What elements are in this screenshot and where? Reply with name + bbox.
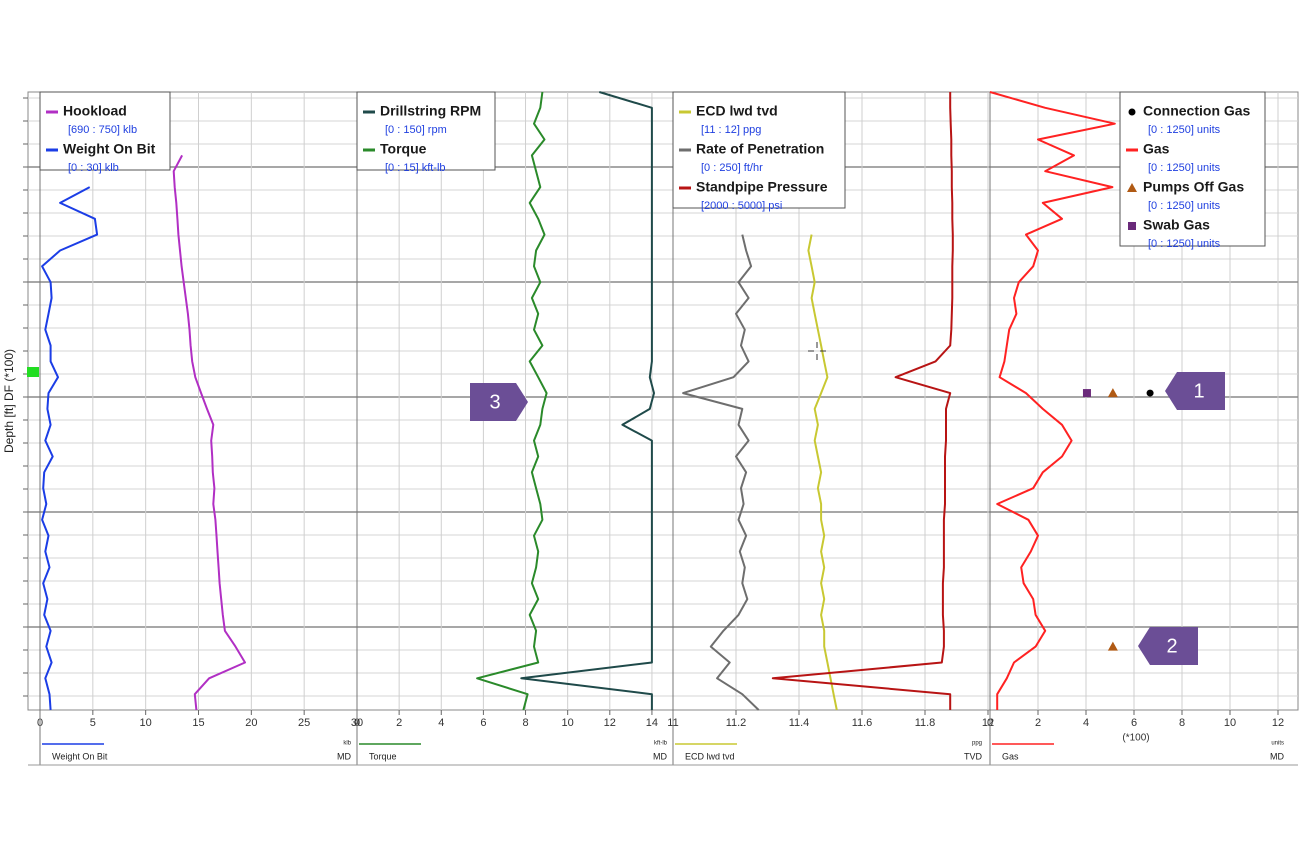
footer-ref: TVD bbox=[964, 751, 983, 761]
legend-range: [0 : 250] ft/hr bbox=[701, 162, 763, 174]
legend-box bbox=[1119, 91, 1266, 247]
legend-range: [0 : 15] kft-lb bbox=[385, 162, 446, 174]
curve bbox=[476, 91, 548, 711]
curve bbox=[807, 234, 838, 711]
legend-name: Pumps Off Gas bbox=[1143, 179, 1244, 195]
x-tick-label: 5 bbox=[90, 717, 96, 729]
gas-point bbox=[1107, 641, 1118, 651]
gas-point bbox=[1082, 389, 1091, 398]
depth-marker bbox=[27, 367, 39, 377]
legend-range: [2000 : 5000] psi bbox=[701, 200, 782, 212]
x-tick-label: 8 bbox=[522, 717, 528, 729]
callout-arrow bbox=[470, 383, 528, 421]
legend-swatch bbox=[1128, 108, 1136, 116]
legend-name: ECD lwd tvd bbox=[696, 103, 778, 119]
curve bbox=[41, 186, 99, 711]
footer-unit: kft-lb bbox=[654, 741, 668, 747]
legend-name: Gas bbox=[1143, 141, 1170, 157]
x-tick-label: 6 bbox=[480, 717, 486, 729]
legend-name: Swab Gas bbox=[1143, 217, 1210, 233]
x-tick-label: 2 bbox=[1035, 717, 1041, 729]
curve bbox=[682, 234, 760, 711]
x-tick-label: 14 bbox=[646, 717, 658, 729]
legend-box bbox=[672, 91, 846, 209]
callout-label: 2 bbox=[1166, 635, 1177, 657]
x-tick-label: 6 bbox=[1131, 717, 1137, 729]
cursor bbox=[808, 342, 826, 360]
legend-range: [0 : 30] klb bbox=[68, 162, 119, 174]
x-tick-label: 8 bbox=[1179, 717, 1185, 729]
legend-swatch bbox=[1127, 183, 1137, 192]
x-tick-label: 15 bbox=[192, 717, 204, 729]
x-tick-label: 2 bbox=[396, 717, 402, 729]
x-tick-label: 25 bbox=[298, 717, 310, 729]
legend: Drillstring RPM [0 : 150] rpm Torque [0 : 1… bbox=[356, 91, 496, 174]
plot-frame bbox=[27, 91, 1299, 711]
legend: Connection Gas [0 : 1250] units Gas [0 : 12… bbox=[1119, 91, 1266, 250]
footer-unit: units bbox=[1271, 741, 1284, 747]
callout-label: 1 bbox=[1193, 380, 1204, 402]
legend-name: Drillstring RPM bbox=[380, 103, 481, 119]
gas-point bbox=[1107, 388, 1118, 398]
legend-name: Hookload bbox=[63, 103, 127, 119]
legend-box bbox=[356, 91, 496, 171]
legend-name: Weight On Bit bbox=[63, 141, 156, 157]
legend-range: [0 : 1250] units bbox=[1148, 238, 1221, 250]
legend-name: Rate of Penetration bbox=[696, 141, 824, 157]
curve bbox=[172, 154, 246, 711]
footer-unit: ppg bbox=[972, 741, 982, 747]
legend-name: Connection Gas bbox=[1143, 103, 1251, 119]
footer-ref: MD bbox=[337, 751, 351, 761]
legend: Hookload [690 : 750] klb Weight On Bit [0 :… bbox=[39, 91, 171, 174]
x-tick-label: 10 bbox=[140, 717, 152, 729]
legend-swatch bbox=[1128, 222, 1136, 230]
footer-curve: Torque bbox=[369, 751, 397, 761]
x-tick-label: 11.6 bbox=[852, 717, 873, 729]
x-tick-label: 10 bbox=[562, 717, 574, 729]
x-tick-label: 11.8 bbox=[915, 717, 936, 729]
x-tick-label: 11.2 bbox=[726, 717, 747, 729]
x-tick-label: 12 bbox=[604, 717, 616, 729]
x-tick-label: 4 bbox=[438, 717, 444, 729]
x-tick-label: 10 bbox=[1224, 717, 1236, 729]
legend-name: Standpipe Pressure bbox=[696, 179, 828, 195]
legend-range: [0 : 1250] units bbox=[1148, 162, 1221, 174]
footer-ref: MD bbox=[1270, 751, 1284, 761]
footer-ref: MD bbox=[653, 751, 667, 761]
legend-box bbox=[39, 91, 171, 171]
legend-range: [0 : 150] rpm bbox=[385, 124, 447, 136]
footer-unit: klb bbox=[343, 741, 351, 747]
curve bbox=[771, 92, 954, 710]
callout-arrow bbox=[1165, 372, 1225, 410]
x-tick-label: 4 bbox=[1083, 717, 1089, 729]
legend-range: [0 : 1250] units bbox=[1148, 200, 1221, 212]
curve bbox=[989, 91, 1116, 710]
legend-range: [11 : 12] ppg bbox=[701, 124, 761, 136]
callout-label: 3 bbox=[489, 391, 500, 413]
footer-curve: ECD lwd tvd bbox=[685, 751, 735, 761]
legend: ECD lwd tvd [11 : 12] ppg Rate of Penetrat… bbox=[672, 91, 846, 212]
legend-range: [0 : 1250] units bbox=[1148, 124, 1221, 136]
footer-curve: Weight On Bit bbox=[52, 751, 108, 761]
curve bbox=[520, 91, 655, 710]
callout-arrow bbox=[1138, 627, 1198, 665]
footer-curve: Gas bbox=[1002, 751, 1019, 761]
legend-range: [690 : 750] klb bbox=[68, 124, 137, 136]
x-tick-label: 11.4 bbox=[789, 717, 810, 729]
x-tick-label: 20 bbox=[245, 717, 257, 729]
x-tick-label: 12 bbox=[1272, 717, 1284, 729]
depth-axis-label: Depth [ft] DF (*100) bbox=[2, 349, 16, 453]
gas-point bbox=[1146, 389, 1154, 397]
legend-name: Torque bbox=[380, 141, 427, 157]
x-tick-label: 12 bbox=[982, 717, 994, 729]
axis-note: (*100) bbox=[1122, 733, 1149, 744]
